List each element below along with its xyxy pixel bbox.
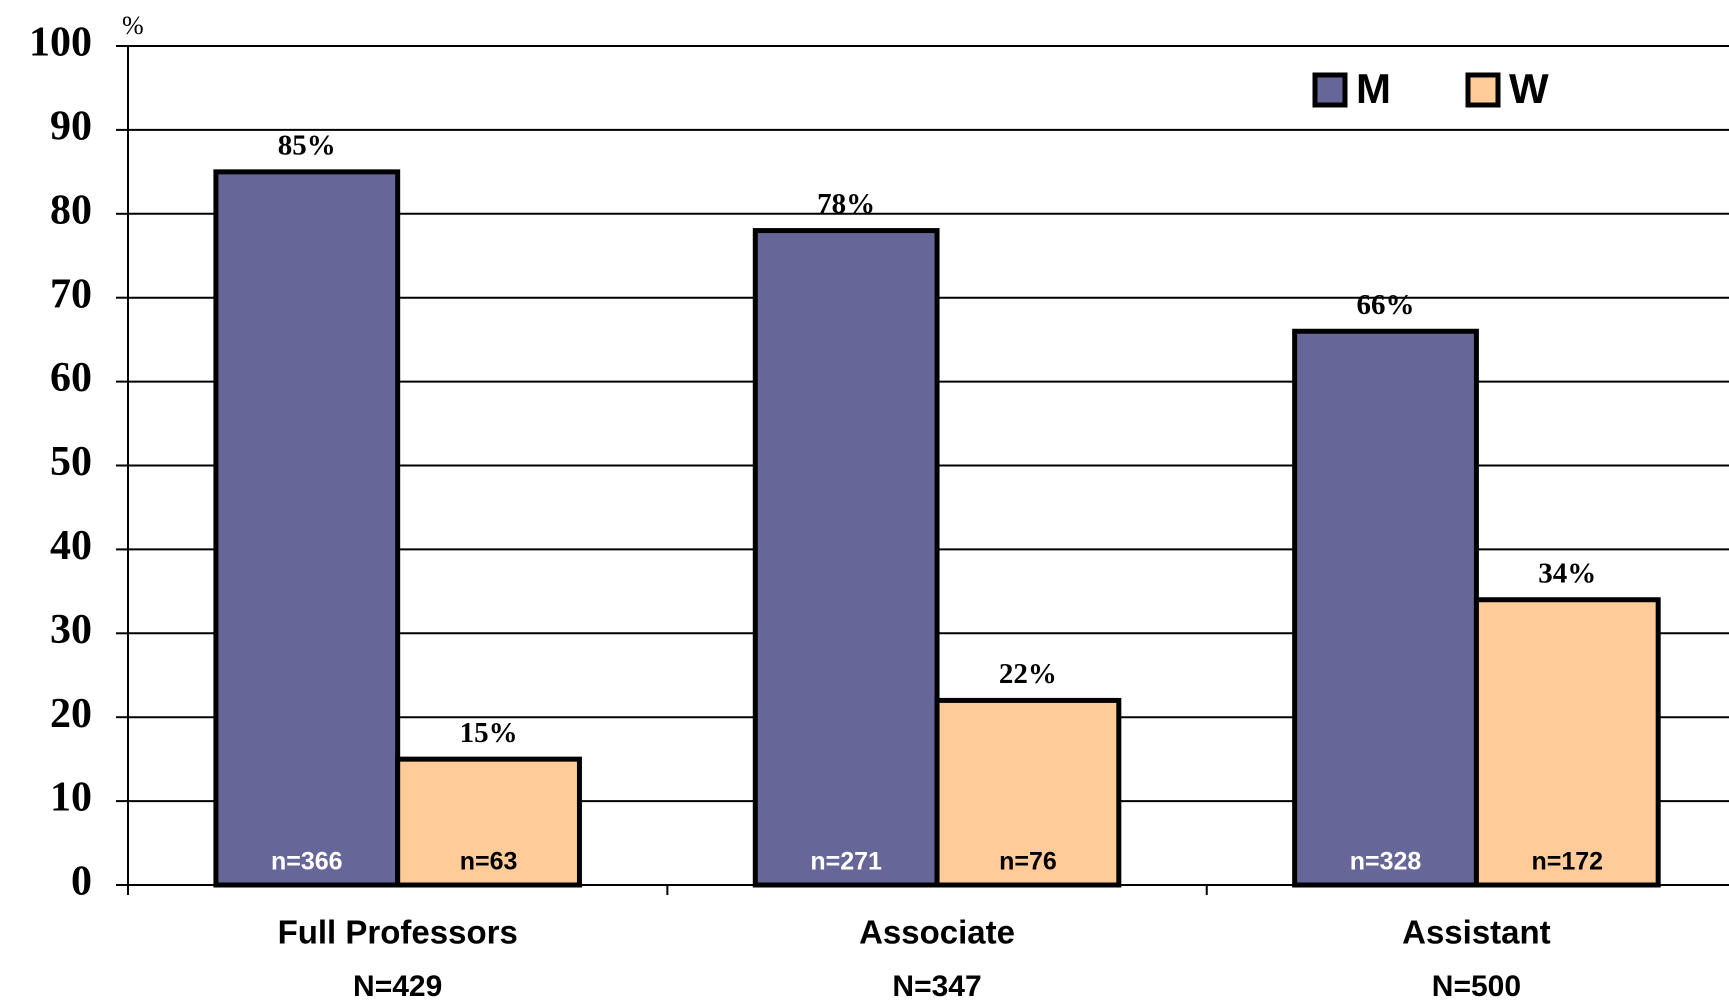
n-label: n=271 — [810, 848, 882, 876]
y-tick-label: 40 — [50, 523, 92, 569]
legend-swatch — [1465, 72, 1501, 108]
category-total: N=500 — [1432, 970, 1521, 1001]
bar — [1473, 597, 1661, 888]
y-tick-label: 100 — [29, 20, 92, 66]
n-label: n=172 — [1532, 848, 1604, 876]
y-axis-label: % — [122, 11, 144, 40]
bar — [395, 756, 582, 888]
n-label: n=328 — [1350, 848, 1422, 876]
value-label: 15% — [460, 717, 518, 749]
x-tick-label: Assistant — [1402, 914, 1551, 951]
value-label: 34% — [1538, 557, 1596, 589]
n-label: n=63 — [460, 848, 518, 876]
category-total: N=347 — [892, 970, 981, 1001]
value-label: 22% — [999, 658, 1057, 690]
value-label: 66% — [1357, 289, 1415, 321]
legend-swatch — [1312, 72, 1348, 108]
y-tick-label: 20 — [50, 691, 92, 737]
value-label: 78% — [817, 188, 875, 220]
bar — [213, 169, 401, 888]
legend-label: M — [1356, 65, 1391, 112]
bar — [934, 697, 1122, 888]
x-tick-label: Full Professors — [278, 914, 518, 951]
y-tick-label: 10 — [50, 775, 92, 821]
bar — [1292, 328, 1479, 888]
n-label: n=366 — [271, 848, 343, 876]
y-tick-label: 90 — [50, 104, 92, 150]
value-label: 85% — [278, 130, 336, 162]
y-tick-label: 80 — [50, 187, 92, 233]
y-tick-label: 50 — [50, 439, 92, 485]
legend-label: W — [1509, 65, 1549, 112]
x-tick-label: Associate — [859, 914, 1015, 951]
category-total: N=429 — [353, 970, 442, 1001]
y-tick-label: 70 — [50, 271, 92, 317]
y-tick-label: 60 — [50, 355, 92, 401]
y-tick-label: 30 — [50, 607, 92, 653]
n-label: n=76 — [999, 848, 1057, 876]
bar — [752, 228, 940, 888]
y-tick-label: 0 — [71, 859, 92, 905]
